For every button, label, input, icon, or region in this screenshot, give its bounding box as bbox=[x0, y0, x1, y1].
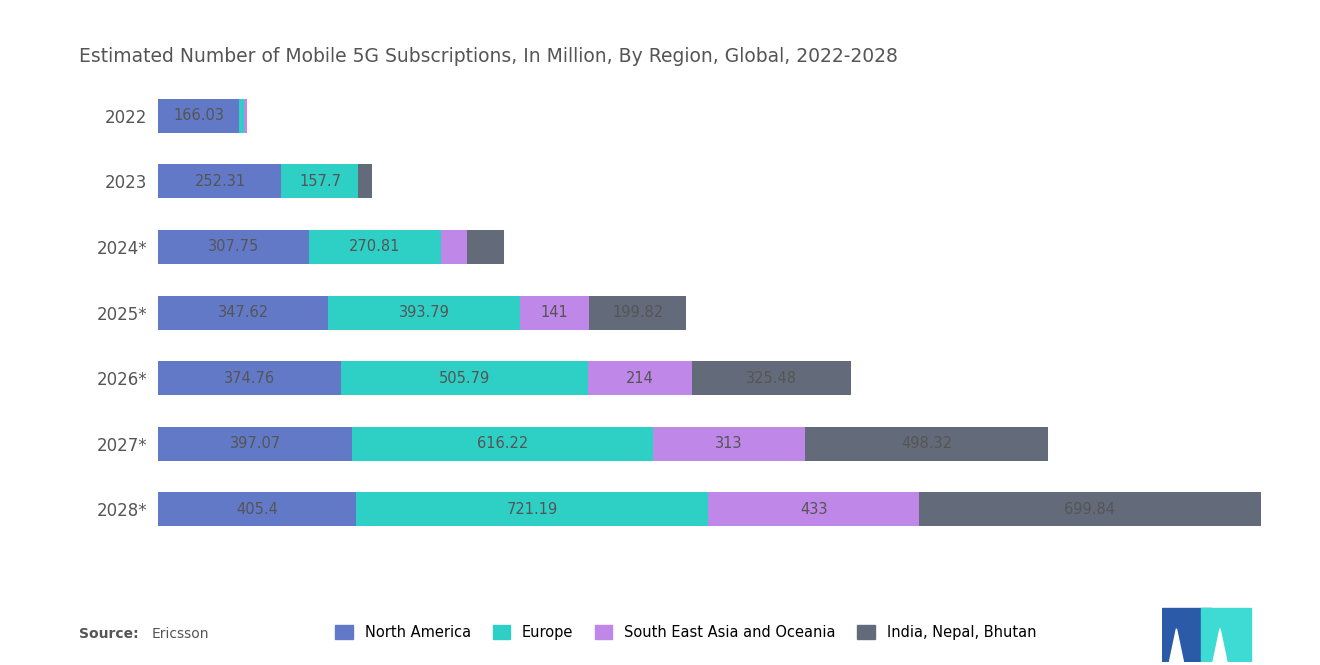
Legend: North America, Europe, South East Asia and Oceania, India, Nepal, Bhutan: North America, Europe, South East Asia a… bbox=[335, 625, 1036, 640]
Bar bbox=[589, 295, 686, 330]
Text: 157.7: 157.7 bbox=[298, 174, 341, 189]
Bar bbox=[652, 427, 805, 461]
Text: 405.4: 405.4 bbox=[236, 501, 279, 517]
Bar bbox=[919, 492, 1261, 526]
Bar bbox=[281, 164, 359, 198]
Text: 214: 214 bbox=[626, 370, 655, 386]
Text: 393.79: 393.79 bbox=[399, 305, 450, 320]
Polygon shape bbox=[1162, 608, 1212, 662]
Text: 498.32: 498.32 bbox=[902, 436, 953, 451]
Bar bbox=[359, 164, 372, 198]
Bar bbox=[356, 492, 708, 526]
Bar bbox=[244, 99, 247, 133]
Bar bbox=[805, 427, 1048, 461]
Bar bbox=[158, 295, 327, 330]
Bar bbox=[708, 492, 919, 526]
Polygon shape bbox=[1170, 629, 1183, 662]
Text: 616.22: 616.22 bbox=[477, 436, 528, 451]
Bar bbox=[327, 295, 520, 330]
Text: 433: 433 bbox=[800, 501, 828, 517]
Text: 699.84: 699.84 bbox=[1064, 501, 1115, 517]
Bar bbox=[520, 295, 589, 330]
Bar bbox=[158, 492, 356, 526]
Polygon shape bbox=[1213, 629, 1226, 662]
Bar bbox=[158, 164, 281, 198]
Text: 252.31: 252.31 bbox=[194, 174, 246, 189]
Text: 307.75: 307.75 bbox=[207, 239, 259, 255]
Bar bbox=[341, 361, 587, 395]
Text: Source:: Source: bbox=[79, 627, 139, 642]
Bar bbox=[467, 230, 504, 264]
Bar bbox=[158, 230, 309, 264]
Bar bbox=[158, 361, 341, 395]
Text: 166.03: 166.03 bbox=[173, 108, 224, 124]
Polygon shape bbox=[1201, 608, 1250, 662]
Text: 505.79: 505.79 bbox=[440, 370, 490, 386]
Text: Ericsson: Ericsson bbox=[152, 627, 210, 642]
Bar bbox=[352, 427, 652, 461]
Text: 721.19: 721.19 bbox=[507, 501, 557, 517]
Text: 270.81: 270.81 bbox=[348, 239, 400, 255]
Text: 347.62: 347.62 bbox=[218, 305, 269, 320]
Text: 199.82: 199.82 bbox=[612, 305, 663, 320]
Text: 374.76: 374.76 bbox=[224, 370, 276, 386]
Text: Estimated Number of Mobile 5G Subscriptions, In Million, By Region, Global, 2022: Estimated Number of Mobile 5G Subscripti… bbox=[79, 47, 898, 66]
Text: 313: 313 bbox=[715, 436, 743, 451]
Bar bbox=[158, 427, 352, 461]
Bar bbox=[587, 361, 693, 395]
Bar bbox=[693, 361, 851, 395]
Bar bbox=[441, 230, 467, 264]
Bar bbox=[239, 99, 244, 133]
Bar bbox=[158, 99, 239, 133]
Text: 325.48: 325.48 bbox=[746, 370, 797, 386]
Text: 397.07: 397.07 bbox=[230, 436, 281, 451]
Text: 141: 141 bbox=[541, 305, 569, 320]
Bar bbox=[309, 230, 441, 264]
